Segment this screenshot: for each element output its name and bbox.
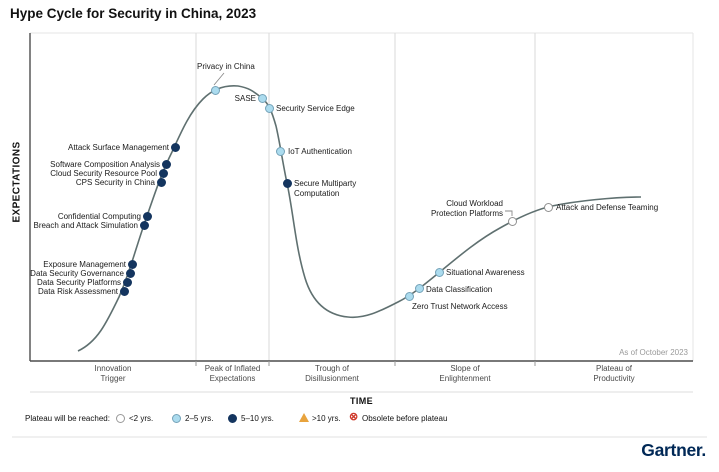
label-data-risk-assessment: Data Risk Assessment xyxy=(37,287,118,296)
legend-obsolete-icon: ⊗ xyxy=(349,411,359,423)
dot-cloud-security-resource-pool xyxy=(159,169,168,178)
label-sase: SASE xyxy=(234,94,256,103)
dot-iot-authentication xyxy=(276,147,285,156)
dot-secure-multiparty-computation xyxy=(283,179,292,188)
label-attack-and-defense-teaming: Attack and Defense Teaming xyxy=(556,203,659,212)
label-secure-multiparty-computation: Secure Multiparty Computation xyxy=(294,179,357,198)
dot-sase xyxy=(258,94,267,103)
dot-cloud-workload-protection-platforms xyxy=(508,217,517,226)
dot-data-classification xyxy=(415,284,424,293)
legend-2to5yrs-icon xyxy=(172,414,181,423)
gartner-logo: Gartner. xyxy=(641,440,706,460)
stage-innovation-trigger: Innovation Trigger xyxy=(94,364,132,383)
label-situational-awareness: Situational Awareness xyxy=(446,268,525,277)
dot-data-security-platforms xyxy=(123,278,132,287)
dot-exposure-management xyxy=(128,260,137,269)
legend-lt2yrs-icon xyxy=(116,414,125,423)
legend-gt10yrs-label: >10 yrs. xyxy=(312,414,341,423)
dot-zero-trust-network-access xyxy=(405,292,414,301)
stage-peak-of-inflated-expectations: Peak of Inflated Expectations xyxy=(204,364,261,383)
dot-attack-surface-management xyxy=(171,143,180,152)
y-axis-label: EXPECTATIONS xyxy=(11,141,23,223)
as-of-date: As of October 2023 xyxy=(619,348,688,357)
label-attack-surface-management: Attack Surface Management xyxy=(68,143,169,152)
dot-attack-and-defense-teaming xyxy=(544,203,553,212)
cwpp-label-connector xyxy=(505,210,513,216)
hype-cycle-curve xyxy=(77,85,642,352)
dot-breach-and-attack-simulation xyxy=(140,221,149,230)
legend-title: Plateau will be reached: xyxy=(25,414,110,423)
label-cps-security-in-china: CPS Security in China xyxy=(75,178,155,187)
privacy-label-connector xyxy=(213,72,225,86)
chart-title: Hype Cycle for Security in China, 2023 xyxy=(10,6,257,21)
dot-cps-security-in-china xyxy=(157,178,166,187)
label-security-service-edge: Security Service Edge xyxy=(276,104,355,113)
label-privacy-in-china: Privacy in China xyxy=(197,62,255,71)
label-data-security-platforms: Data Security Platforms xyxy=(36,278,121,287)
label-breach-and-attack-simulation: Breach and Attack Simulation xyxy=(33,221,138,230)
legend-gt10yrs-triangle-icon xyxy=(299,413,309,422)
stage-trough-of-disillusionment: Trough of Disillusionment xyxy=(305,364,359,383)
legend-lt2yrs-label: <2 yrs. xyxy=(129,414,154,423)
dot-confidential-computing xyxy=(143,212,152,221)
legend-obsolete-label: Obsolete before plateau xyxy=(362,414,448,423)
dot-data-risk-assessment xyxy=(120,287,129,296)
stage-slope-of-enlightenment: Slope of Enlightenment xyxy=(439,364,491,383)
label-cloud-security-resource-pool: Cloud Security Resource Pool xyxy=(50,169,157,178)
legend-2to5yrs-label: 2–5 yrs. xyxy=(185,414,214,423)
dot-data-security-governance xyxy=(126,269,135,278)
label-data-security-governance: Data Security Governance xyxy=(30,269,124,278)
label-iot-authentication: IoT Authentication xyxy=(288,147,352,156)
dot-privacy-in-china xyxy=(211,86,220,95)
x-axis-label: TIME xyxy=(349,396,374,406)
label-software-composition-analysis: Software Composition Analysis xyxy=(50,160,160,169)
legend-5to10yrs-icon xyxy=(228,414,237,423)
label-exposure-management: Exposure Management xyxy=(43,260,126,269)
label-cloud-workload-protection-platforms: Cloud Workload Protection Platforms xyxy=(430,199,503,218)
label-confidential-computing: Confidential Computing xyxy=(57,212,141,221)
label-zero-trust-network-access: Zero Trust Network Access xyxy=(412,302,508,311)
stage-plateau-of-productivity: Plateau of Productivity xyxy=(593,364,635,383)
dot-security-service-edge xyxy=(265,104,274,113)
dot-situational-awareness xyxy=(435,268,444,277)
legend-5to10yrs-label: 5–10 yrs. xyxy=(241,414,274,423)
dot-software-composition-analysis xyxy=(162,160,171,169)
label-data-classification: Data Classification xyxy=(426,285,493,294)
